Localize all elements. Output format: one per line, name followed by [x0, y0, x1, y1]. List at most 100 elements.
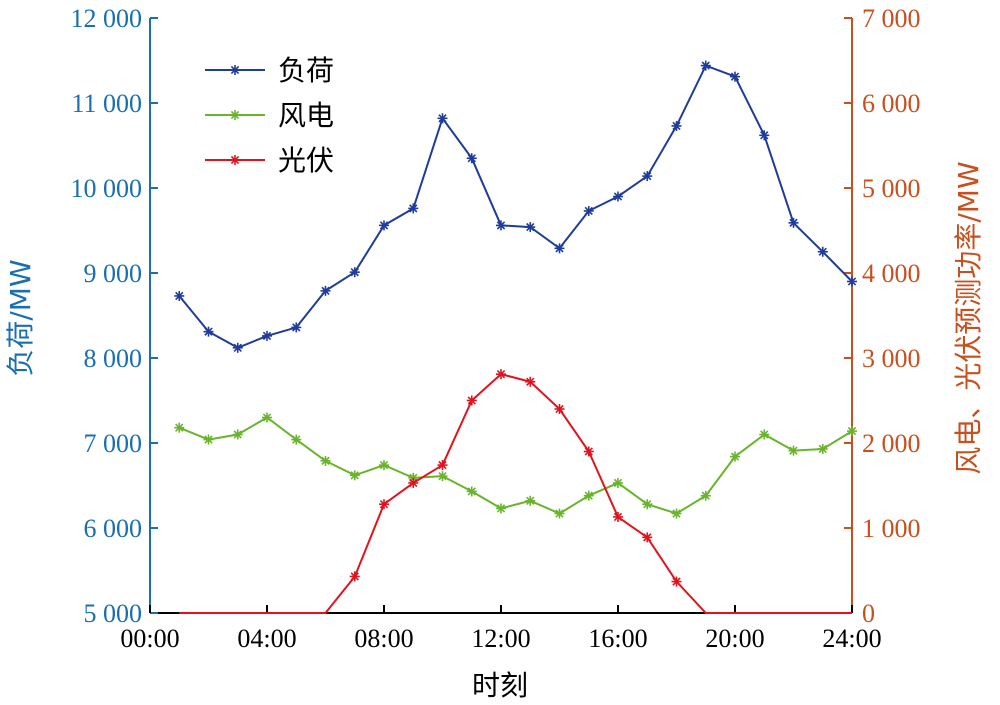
y-left-tick-label: 6 000 — [84, 514, 143, 543]
plot-frame — [149, 18, 853, 614]
data-point — [466, 153, 477, 164]
data-point — [232, 429, 243, 440]
data-point — [349, 267, 360, 278]
series-wind — [174, 412, 857, 519]
y-right-tick-label: 0 — [862, 599, 875, 628]
data-point — [847, 426, 857, 437]
legend-marker — [230, 110, 240, 120]
data-point — [583, 205, 594, 216]
data-point — [642, 499, 653, 510]
data-point — [496, 503, 506, 514]
data-point — [174, 290, 185, 301]
y-left-tick-label: 10 000 — [71, 174, 143, 203]
series-group — [174, 60, 857, 614]
legend-marker — [230, 65, 240, 75]
data-point — [203, 326, 214, 337]
x-tick-label: 08:00 — [354, 624, 413, 653]
data-point — [613, 191, 623, 202]
series-line — [178, 416, 853, 515]
y-axis-right-label: 风电、光伏预测功率/MW — [952, 161, 985, 474]
y-right-tick-label: 1 000 — [862, 514, 921, 543]
y-axis-left-label: 负荷/MW — [4, 259, 37, 376]
data-point — [642, 532, 653, 543]
data-point — [788, 217, 799, 228]
data-point — [525, 495, 536, 506]
data-point — [203, 434, 214, 445]
data-point — [437, 471, 448, 482]
series-load — [174, 60, 857, 353]
x-tick-label: 04:00 — [237, 624, 296, 653]
data-point — [232, 342, 243, 353]
data-point — [759, 429, 770, 440]
data-point — [525, 376, 536, 387]
data-point — [700, 490, 711, 501]
data-point — [437, 460, 448, 471]
data-point — [730, 451, 740, 462]
data-point — [408, 203, 419, 214]
y-left-tick-label: 12 000 — [71, 4, 143, 33]
data-point — [379, 220, 389, 231]
data-point — [847, 276, 857, 287]
data-point — [525, 222, 536, 233]
x-tick-label: 20:00 — [705, 624, 764, 653]
data-point — [262, 330, 272, 341]
data-point — [671, 576, 682, 587]
y-left-tick-label: 5 000 — [84, 599, 143, 628]
series-solar — [179, 369, 852, 614]
legend-marker — [230, 155, 240, 165]
data-point — [466, 486, 477, 497]
data-point — [291, 434, 302, 445]
legend-label: 风电 — [278, 99, 334, 132]
data-point — [817, 246, 828, 257]
data-point — [554, 404, 565, 414]
data-point — [291, 322, 302, 333]
data-point — [379, 499, 389, 510]
data-point — [379, 460, 389, 471]
x-tick-label: 16:00 — [588, 624, 647, 653]
y-right-tick-label: 3 000 — [862, 344, 921, 373]
data-point — [759, 130, 770, 141]
y-left-tick-label: 11 000 — [71, 89, 142, 118]
data-point — [613, 511, 623, 522]
series-line — [179, 372, 852, 614]
data-point — [730, 71, 740, 82]
data-point — [583, 446, 594, 457]
data-point — [554, 508, 565, 519]
series-line — [178, 64, 853, 349]
y-left-tick-label: 9 000 — [84, 259, 143, 288]
data-point — [320, 455, 331, 466]
x-tick-label: 12:00 — [471, 624, 530, 653]
data-point — [349, 470, 360, 481]
data-point — [174, 422, 185, 433]
y-right-tick-label: 7 000 — [862, 4, 921, 33]
data-point — [642, 171, 653, 182]
y-left-tick-label: 8 000 — [84, 344, 143, 373]
data-point — [817, 443, 828, 454]
data-point — [496, 220, 506, 231]
y-left-tick-label: 7 000 — [84, 429, 143, 458]
data-point — [671, 120, 682, 131]
data-point — [613, 477, 623, 488]
data-point — [788, 445, 799, 456]
data-point — [700, 60, 711, 71]
legend-label: 负荷 — [278, 54, 334, 87]
y-right-tick-label: 6 000 — [862, 89, 921, 118]
data-point — [437, 113, 448, 124]
x-axis-label: 时刻 — [472, 669, 528, 702]
data-point — [583, 490, 594, 501]
x-tick-label: 24:00 — [822, 624, 881, 653]
x-tick-label: 00:00 — [120, 624, 179, 653]
legend-label: 光伏 — [278, 144, 334, 177]
y-right-tick-label: 4 000 — [862, 259, 921, 288]
data-point — [466, 395, 477, 406]
y-right-tick-label: 5 000 — [862, 174, 921, 203]
data-point — [496, 369, 506, 380]
data-point — [349, 571, 360, 582]
data-point — [262, 412, 272, 423]
y-right-tick-label: 2 000 — [862, 429, 921, 458]
data-point — [554, 243, 565, 254]
data-point — [320, 285, 331, 296]
data-point — [408, 477, 419, 488]
